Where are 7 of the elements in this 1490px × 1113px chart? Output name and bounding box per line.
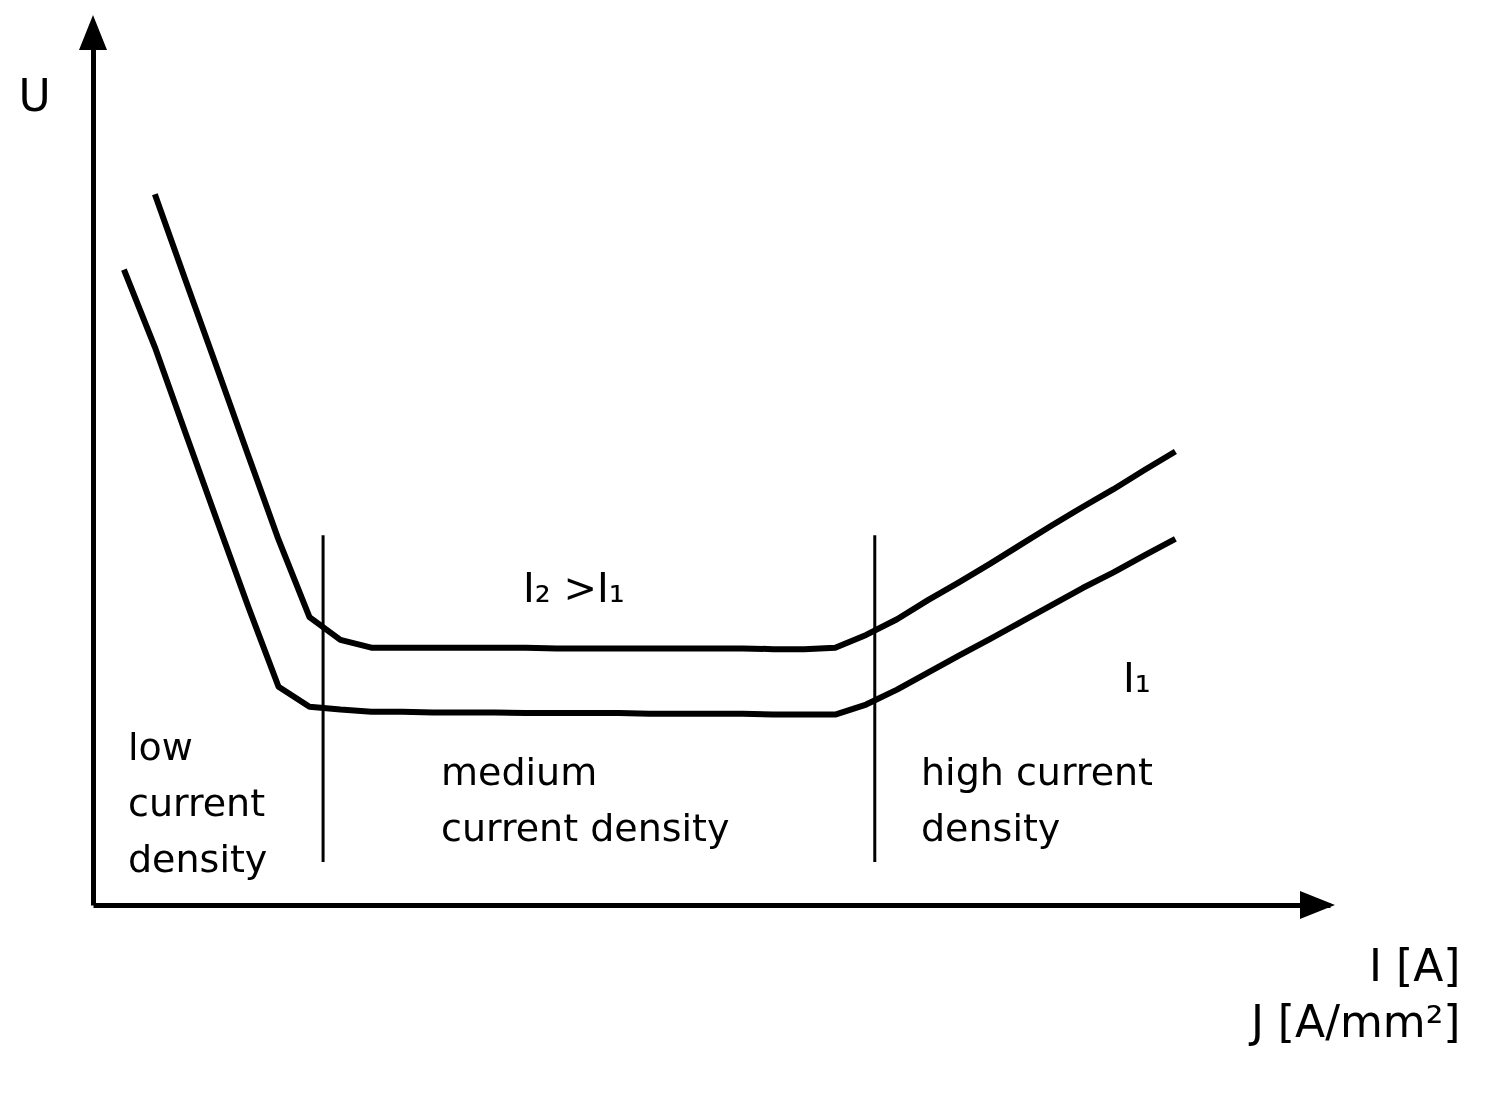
annotation: medium current density bbox=[441, 750, 730, 850]
annotation: low current density bbox=[128, 725, 268, 881]
y-axis-title: U bbox=[18, 69, 51, 121]
annotation: high current density bbox=[921, 750, 1154, 850]
x-axis-title: I [A] J [A/mm²] bbox=[1247, 939, 1461, 1047]
annotation: I₁ bbox=[1123, 655, 1151, 701]
annotation: I₂ >I₁ bbox=[523, 565, 625, 611]
